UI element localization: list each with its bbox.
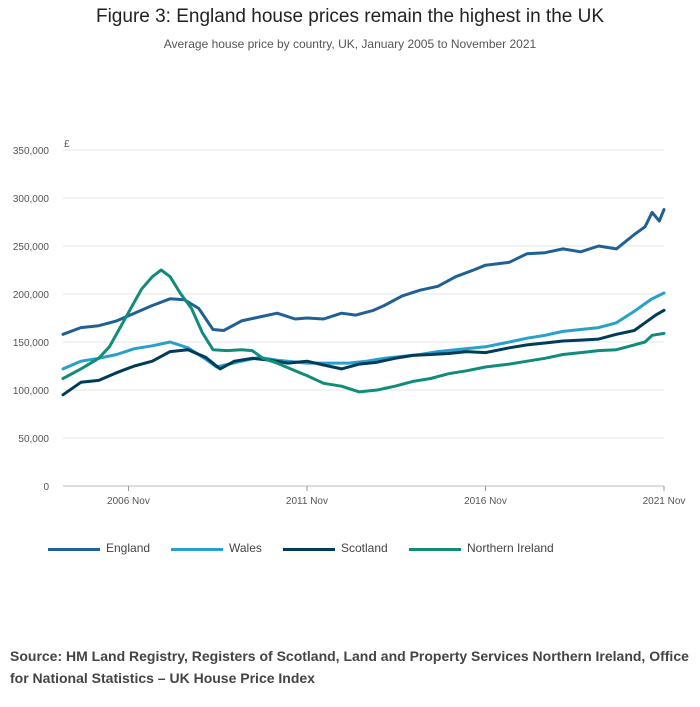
legend-label: England (106, 541, 151, 555)
y-tick-label: 300,000 (13, 194, 50, 205)
legend-swatch (48, 548, 100, 551)
line-chart: 0 50,000 100,000 150,000 200,000 250,000 300,0… (13, 139, 686, 507)
legend-swatch (171, 548, 223, 551)
series-line-scotland[interactable] (61, 308, 666, 397)
chart-subtitle: Average house price by country, UK, Janu… (163, 37, 537, 51)
y-tick-label: 0 (43, 482, 49, 493)
x-axis: 2006 Nov 2011 Nov 2016 Nov 2021 Nov (107, 486, 685, 507)
legend-swatch (409, 548, 461, 551)
x-tick-label: 2021 Nov (643, 496, 686, 507)
y-axis: 0 50,000 100,000 150,000 200,000 250,000 300,0… (13, 146, 50, 493)
series-line-northern-ireland[interactable] (61, 268, 666, 394)
series-line-england[interactable] (61, 208, 666, 336)
y-tick-label: 350,000 (13, 146, 50, 157)
gridlines (63, 149, 664, 487)
x-tick-label: 2011 Nov (286, 496, 328, 507)
legend-label: Scotland (341, 541, 388, 555)
legend-label: Northern Ireland (467, 541, 554, 555)
series-line-wales[interactable] (61, 291, 666, 371)
y-tick-label: 100,000 (13, 386, 50, 397)
y-tick-label: 200,000 (13, 290, 50, 301)
legend-swatch (283, 548, 335, 551)
y-tick-label: 150,000 (13, 338, 50, 349)
y-tick-label: 250,000 (13, 242, 50, 253)
legend-label: Wales (229, 541, 262, 555)
x-tick-label: 2006 Nov (107, 496, 150, 507)
y-tick-label: 50,000 (18, 434, 49, 445)
x-tick-label: 2016 Nov (464, 496, 507, 507)
y-axis-label: £ (64, 139, 70, 150)
series-lines (61, 208, 666, 397)
source-note: Source: HM Land Registry, Registers of S… (10, 648, 689, 686)
chart-title: Figure 3: England house prices remain th… (95, 6, 605, 27)
